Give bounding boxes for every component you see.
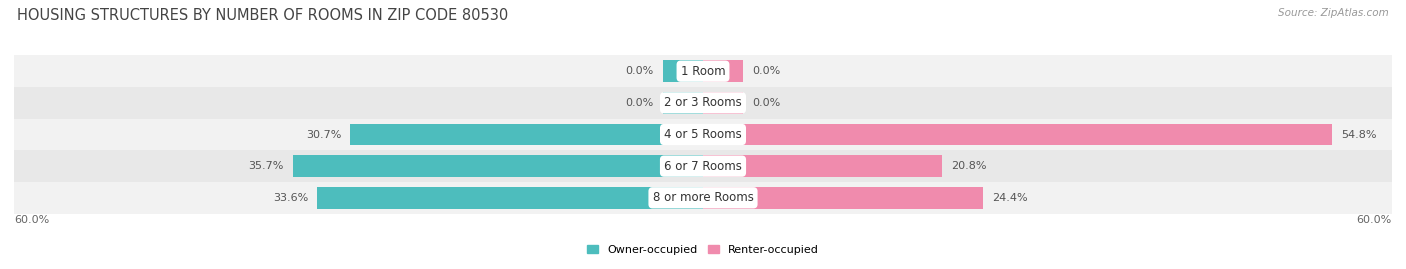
Text: Source: ZipAtlas.com: Source: ZipAtlas.com [1278, 8, 1389, 18]
Text: 6 or 7 Rooms: 6 or 7 Rooms [664, 160, 742, 173]
Bar [703, 61, 744, 82]
Bar [14, 119, 1392, 150]
Text: 0.0%: 0.0% [626, 98, 654, 108]
Text: 35.7%: 35.7% [249, 161, 284, 171]
Text: 0.0%: 0.0% [752, 66, 780, 76]
Text: 33.6%: 33.6% [273, 193, 308, 203]
Text: 60.0%: 60.0% [14, 215, 49, 225]
Bar [14, 87, 1392, 119]
Bar [350, 124, 703, 145]
Text: 4 or 5 Rooms: 4 or 5 Rooms [664, 128, 742, 141]
Bar [703, 155, 942, 177]
Bar [14, 182, 1392, 214]
Bar [662, 92, 703, 114]
Bar [14, 150, 1392, 182]
Bar [14, 55, 1392, 87]
Bar [662, 61, 703, 82]
Bar [318, 187, 703, 208]
Text: 60.0%: 60.0% [1357, 215, 1392, 225]
Bar [703, 124, 1333, 145]
Text: 8 or more Rooms: 8 or more Rooms [652, 191, 754, 204]
Text: 24.4%: 24.4% [993, 193, 1028, 203]
Text: 30.7%: 30.7% [307, 129, 342, 140]
Text: 54.8%: 54.8% [1341, 129, 1376, 140]
Bar [703, 187, 983, 208]
Bar [703, 92, 744, 114]
Text: HOUSING STRUCTURES BY NUMBER OF ROOMS IN ZIP CODE 80530: HOUSING STRUCTURES BY NUMBER OF ROOMS IN… [17, 8, 508, 23]
Text: 0.0%: 0.0% [752, 98, 780, 108]
Bar [292, 155, 703, 177]
Legend: Owner-occupied, Renter-occupied: Owner-occupied, Renter-occupied [586, 245, 820, 255]
Text: 20.8%: 20.8% [950, 161, 987, 171]
Text: 2 or 3 Rooms: 2 or 3 Rooms [664, 96, 742, 109]
Text: 0.0%: 0.0% [626, 66, 654, 76]
Text: 1 Room: 1 Room [681, 65, 725, 78]
